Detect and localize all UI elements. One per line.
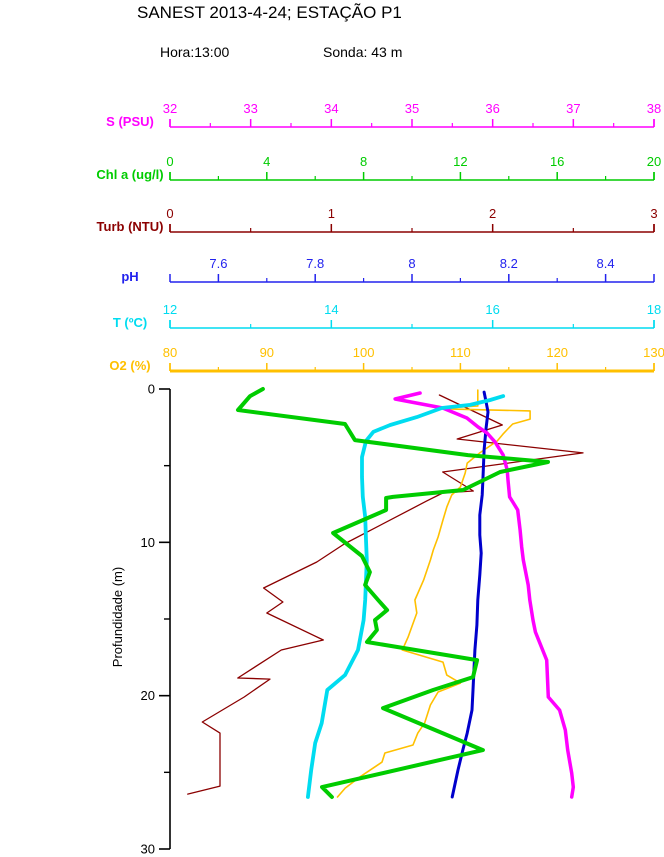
tick-label-Chl: 4 bbox=[263, 154, 270, 169]
tick-label-O2: 120 bbox=[546, 345, 568, 360]
series-Turb bbox=[187, 394, 584, 795]
tick-label-Turb: 0 bbox=[166, 206, 173, 221]
axis-title-Chl: Chl a (ug/l) bbox=[96, 167, 163, 182]
depth-tick-label: 20 bbox=[141, 688, 155, 703]
tick-label-S: 37 bbox=[566, 101, 580, 116]
tick-label-pH: 8.4 bbox=[597, 256, 615, 271]
axis-title-pH: pH bbox=[121, 269, 138, 284]
tick-label-Chl: 0 bbox=[166, 154, 173, 169]
tick-label-S: 34 bbox=[324, 101, 338, 116]
axis-title-T: T (ºC) bbox=[113, 315, 147, 330]
series-Chl bbox=[236, 387, 550, 799]
axis-title-Turb: Turb (NTU) bbox=[97, 219, 164, 234]
tick-label-Turb: 3 bbox=[650, 206, 657, 221]
depth-tick-label: 0 bbox=[148, 382, 155, 397]
tick-label-S: 38 bbox=[647, 101, 661, 116]
tick-label-O2: 100 bbox=[353, 345, 375, 360]
tick-label-pH: 8 bbox=[408, 256, 415, 271]
tick-label-S: 35 bbox=[405, 101, 419, 116]
depth-axis-title: Profundidade (m) bbox=[110, 567, 125, 667]
depth-tick-label: 10 bbox=[141, 535, 155, 550]
tick-label-Turb: 1 bbox=[328, 206, 335, 221]
tick-label-pH: 8.2 bbox=[500, 256, 518, 271]
tick-label-pH: 7.6 bbox=[209, 256, 227, 271]
chart-title: SANEST 2013-4-24; ESTAÇÃO P1 bbox=[137, 3, 402, 22]
tick-label-T: 12 bbox=[163, 302, 177, 317]
depth-tick-label: 30 bbox=[141, 842, 155, 857]
tick-label-S: 33 bbox=[243, 101, 257, 116]
tick-label-O2: 110 bbox=[450, 345, 471, 360]
tick-label-S: 36 bbox=[485, 101, 499, 116]
axis-title-S: S (PSU) bbox=[106, 114, 154, 129]
series-T bbox=[305, 394, 506, 799]
tick-label-T: 16 bbox=[485, 302, 499, 317]
axis-title-O2: O2 (%) bbox=[109, 358, 150, 373]
chart-subtitle-sonda: Sonda: 43 m bbox=[323, 44, 403, 60]
tick-label-Chl: 16 bbox=[550, 154, 564, 169]
tick-label-T: 18 bbox=[647, 302, 661, 317]
tick-label-Chl: 8 bbox=[360, 154, 367, 169]
tick-label-O2: 90 bbox=[260, 345, 274, 360]
tick-label-S: 32 bbox=[163, 101, 177, 116]
tick-label-O2: 130 bbox=[643, 345, 664, 360]
tick-label-O2: 80 bbox=[163, 345, 177, 360]
tick-label-Chl: 12 bbox=[453, 154, 467, 169]
tick-label-Chl: 20 bbox=[647, 154, 661, 169]
series-S bbox=[393, 391, 576, 799]
series-O2 bbox=[336, 389, 531, 798]
tick-label-Turb: 2 bbox=[489, 206, 496, 221]
tick-label-pH: 7.8 bbox=[306, 256, 324, 271]
chart-subtitle-hora: Hora:13:00 bbox=[160, 44, 230, 60]
tick-label-T: 14 bbox=[324, 302, 338, 317]
